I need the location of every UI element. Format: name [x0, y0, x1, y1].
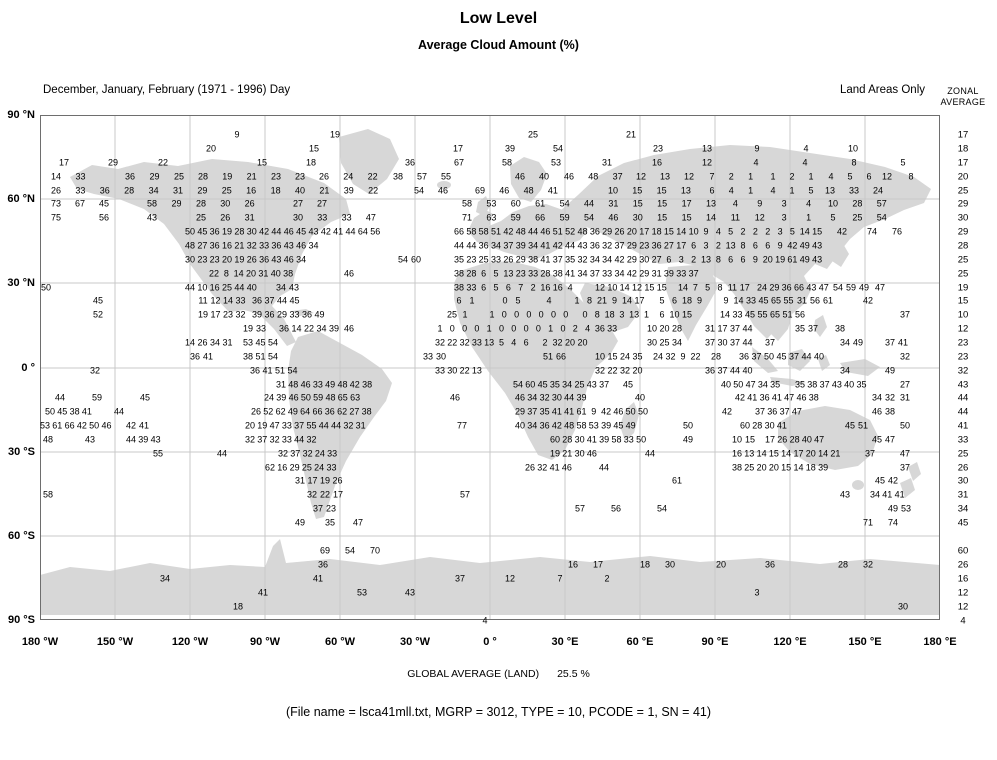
- landmass-sumatra: [752, 347, 778, 373]
- chart-subtitle: Average Cloud Amount (%): [418, 38, 579, 52]
- zonal-average-value: 33: [957, 434, 969, 446]
- plot-border: [40, 115, 940, 620]
- landmass-sulawesi: [818, 355, 830, 371]
- zonal-average-value: 30: [957, 475, 969, 487]
- zonal-average-value: 41: [957, 420, 969, 432]
- zonal-average-value: 29: [957, 198, 969, 210]
- landmass-scandinavia: [510, 157, 547, 202]
- y-tick-label: 90 °N: [7, 109, 35, 121]
- zonal-average-value: 26: [957, 462, 969, 474]
- x-tick-label: 120 °E: [773, 636, 807, 648]
- x-tick-label: 60 °E: [626, 636, 654, 648]
- landmass-africa: [454, 261, 618, 460]
- landmass-asia: [560, 145, 931, 339]
- landmass-europe: [468, 204, 588, 260]
- zonal-average-value: 20: [957, 171, 969, 183]
- zonal-average-value: 17: [957, 157, 969, 169]
- landmass-madagascar: [620, 402, 639, 441]
- x-tick-label: 180 °W: [21, 636, 59, 648]
- zonal-average-value: 43: [957, 379, 969, 391]
- zonal-header-line2: AVERAGE: [940, 97, 986, 107]
- landmass-indochina: [755, 291, 792, 341]
- landmass-iceland: [437, 181, 451, 189]
- x-tick-label: 60 °W: [324, 636, 356, 648]
- landmass-borneo: [788, 349, 810, 371]
- zonal-average-value: 25: [957, 185, 969, 197]
- x-tick-label: 150 °W: [96, 636, 134, 648]
- plot-area: [40, 115, 940, 620]
- world-map: [40, 115, 940, 620]
- zonal-average-value: 25: [957, 254, 969, 266]
- landmass-north-america: [70, 159, 350, 346]
- landmass-japan: [832, 242, 849, 267]
- zonal-average-value: 12: [957, 323, 969, 335]
- zonal-average-value: 34: [957, 503, 969, 515]
- zonal-average-value: 25: [957, 448, 969, 460]
- global-average: GLOBAL AVERAGE (LAND) 25.5 %: [0, 668, 997, 680]
- zonal-average-value: 18: [957, 143, 969, 155]
- grid-lines: [40, 115, 940, 620]
- landmass-cuba: [292, 309, 314, 316]
- zonal-average-value: 44: [957, 392, 969, 404]
- x-tick-label: 90 °E: [701, 636, 729, 648]
- global-average-label: GLOBAL AVERAGE (LAND): [407, 668, 540, 680]
- landmass-british-isles: [476, 196, 490, 216]
- zonal-average-value: 26: [957, 559, 969, 571]
- zonal-average-value: 44: [957, 406, 969, 418]
- zonal-average-value: 23: [957, 351, 969, 363]
- global-average-value: 25.5 %: [557, 668, 590, 680]
- landmass-new-zealand-south: [900, 478, 915, 498]
- zonal-average-value: 60: [957, 545, 969, 557]
- landmass-australia: [778, 406, 878, 470]
- zonal-average-value: 25: [957, 268, 969, 280]
- landmass-java: [770, 377, 806, 386]
- zonal-average-value: 45: [957, 517, 969, 529]
- landmass-india: [665, 265, 718, 341]
- zonal-average-value: 29: [957, 226, 969, 238]
- zonal-average-value: 4: [960, 615, 966, 627]
- zonal-average-value: 12: [957, 601, 969, 613]
- zonal-average-value: 10: [957, 309, 969, 321]
- landmass-tasmania: [852, 480, 864, 490]
- zonal-average-value: 23: [957, 337, 969, 349]
- y-tick-label: 60 °N: [7, 193, 35, 206]
- zonal-average-value: 32: [957, 365, 969, 377]
- zonal-average-value: 19: [957, 282, 969, 294]
- y-tick-label: 0 °: [21, 361, 35, 374]
- zonal-average-value: 28: [957, 240, 969, 252]
- landmass-greenland: [339, 129, 399, 194]
- zonal-header-line1: ZONAL: [947, 86, 979, 96]
- x-tick-label: 150 °E: [848, 636, 882, 648]
- y-tick-label: 90 °S: [7, 614, 35, 626]
- zonal-average-value: 31: [957, 489, 969, 501]
- zonal-average-header: ZONAL AVERAGE: [934, 86, 992, 108]
- y-tick-label: 30 °N: [7, 277, 35, 290]
- area-label: Land Areas Only: [839, 84, 925, 96]
- x-tick-label: 30 °W: [399, 636, 431, 648]
- landmass-new-zealand-north: [908, 462, 921, 481]
- x-tick-label: 90 °W: [249, 636, 281, 648]
- period-label: December, January, February (1971 - 1996…: [43, 84, 291, 96]
- y-tick-label: 60 °S: [7, 529, 35, 542]
- x-tick-label: 30 °E: [551, 636, 579, 648]
- x-tick-label: 0 °: [483, 636, 497, 648]
- zonal-average-value: 12: [957, 587, 969, 599]
- zonal-average-value: 30: [957, 212, 969, 224]
- chart-title: Low Level: [459, 10, 538, 27]
- file-info: (File name = lsca41mll.txt, MGRP = 3012,…: [285, 705, 712, 719]
- zonal-average-value: 17: [957, 129, 969, 141]
- x-tick-label: 120 °W: [171, 636, 209, 648]
- zonal-average-value: 16: [957, 573, 969, 585]
- x-tick-label: 180 °E: [923, 636, 957, 648]
- landmass-arabia: [580, 283, 640, 333]
- landmass-philippines: [814, 315, 827, 337]
- y-tick-label: 30 °S: [7, 445, 35, 458]
- zonal-average-value: 15: [957, 295, 969, 307]
